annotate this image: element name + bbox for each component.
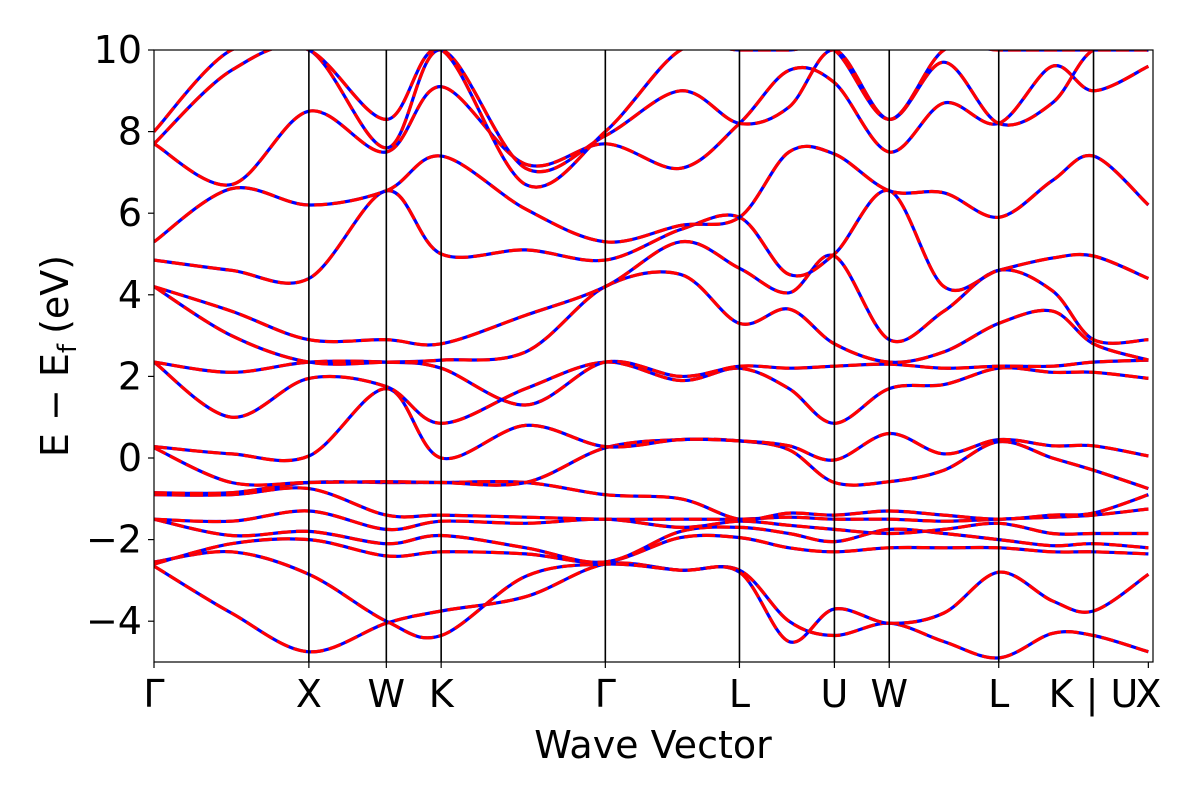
band-12-dashed bbox=[154, 270, 1149, 366]
x-tick-label-1: Γ bbox=[143, 672, 164, 716]
y-tick-label-1: −4 bbox=[86, 599, 142, 643]
x-tick-label-8: W bbox=[870, 672, 908, 716]
band-2-dashed bbox=[154, 549, 1150, 644]
x-tick-label-3: W bbox=[368, 672, 406, 716]
x-tick-label-4: K bbox=[429, 672, 455, 716]
y-axis-label: E − Ef (eV) bbox=[33, 255, 83, 457]
y-tick-label-5: 4 bbox=[118, 273, 142, 317]
plot-background bbox=[154, 50, 1153, 662]
y-axis-label-main: E − E bbox=[33, 353, 77, 457]
x-axis-label: Wave Vector bbox=[534, 723, 772, 767]
band-3-dashed bbox=[154, 533, 1149, 566]
plot-frame bbox=[153, 49, 1154, 663]
y-tick-label-6: 6 bbox=[118, 191, 142, 235]
y-tick-label-2: −2 bbox=[86, 518, 142, 562]
y-axis-ticks: −4 −2 0 2 4 6 8 10 bbox=[86, 28, 154, 643]
y-axis-label-unit: (eV) bbox=[33, 255, 77, 334]
x-tick-label-10: K | U bbox=[1049, 672, 1139, 717]
y-tick-label-4: 2 bbox=[118, 354, 142, 398]
band-11-dashed bbox=[154, 358, 1149, 407]
band-18-solid bbox=[154, 50, 1149, 189]
band-4-dashed bbox=[154, 517, 1149, 564]
x-tick-label-6: L bbox=[729, 672, 750, 716]
band-10-dashed bbox=[154, 360, 1149, 425]
band-5-dashed bbox=[154, 509, 1149, 536]
bands-group bbox=[154, 50, 1150, 660]
x-tick-label-9: L bbox=[988, 672, 1009, 716]
y-tick-label-3: 0 bbox=[118, 436, 142, 480]
band-14-dashed bbox=[154, 189, 1150, 293]
y-tick-label-8: 10 bbox=[94, 28, 142, 72]
band-16-dashed bbox=[154, 64, 1150, 187]
band-15-dashed bbox=[154, 144, 1150, 244]
x-tick-label-2: X bbox=[296, 672, 322, 716]
x-tick-label-11: X bbox=[1135, 672, 1161, 716]
high-symmetry-lines bbox=[308, 50, 1095, 662]
x-tick-label-5: Γ bbox=[595, 672, 616, 716]
x-tick-label-7: U bbox=[820, 672, 848, 716]
y-tick-label-7: 8 bbox=[118, 110, 142, 154]
y-axis-label-subscript: f bbox=[53, 343, 83, 353]
